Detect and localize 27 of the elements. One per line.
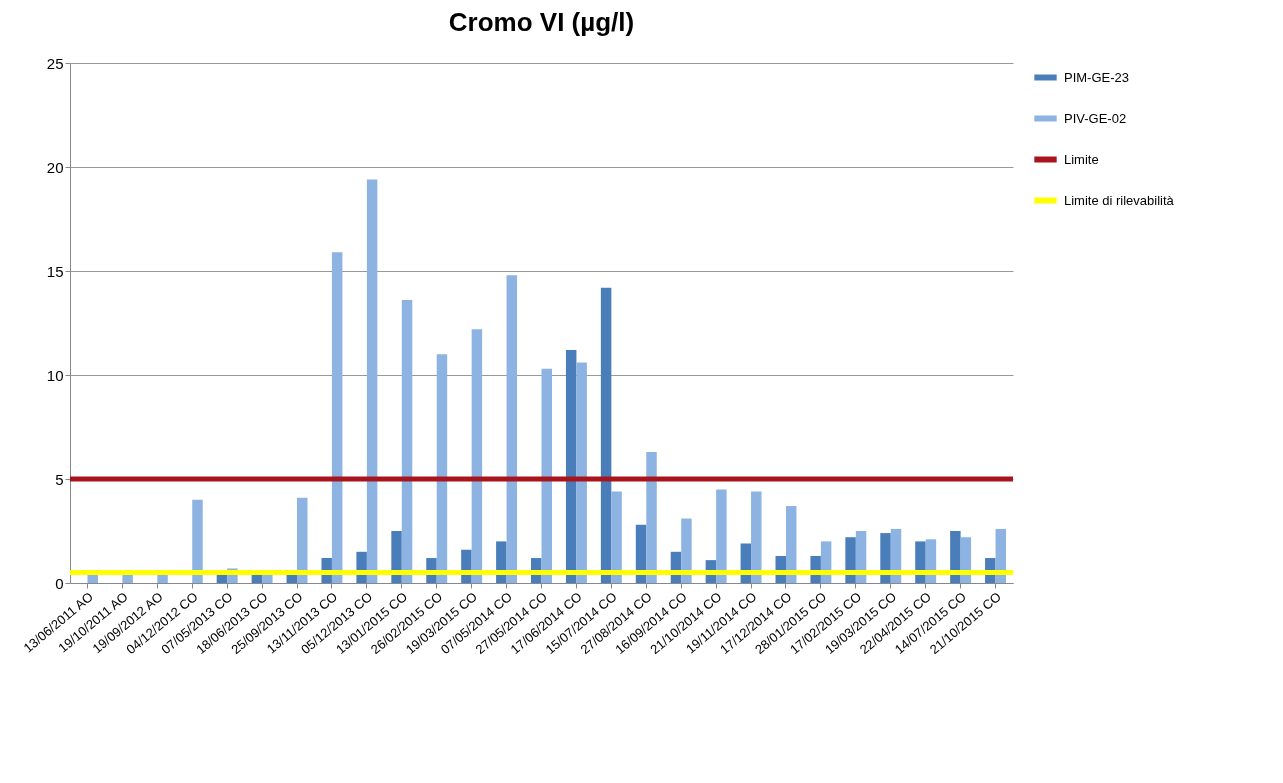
bar — [576, 362, 587, 583]
bar — [600, 287, 612, 583]
legend-label: PIV-GE-02 — [1064, 110, 1127, 126]
y-tick-label: 0 — [55, 574, 64, 592]
y-tick-label: 25 — [46, 54, 64, 72]
bar — [646, 451, 657, 583]
bar — [401, 300, 413, 583]
bar — [681, 518, 692, 583]
bar — [506, 275, 518, 583]
bar — [366, 179, 378, 583]
bar — [716, 489, 727, 583]
legend-label: Limite — [1064, 151, 1099, 167]
bar — [471, 329, 483, 583]
bar — [192, 499, 203, 583]
legend-label: Limite di rilevabilità — [1064, 192, 1175, 208]
y-tick-label: 10 — [46, 366, 64, 384]
y-tick-label: 15 — [46, 262, 64, 280]
chart-title: Cromo VI (µg/l) — [448, 7, 635, 37]
bar — [436, 354, 448, 583]
bar — [565, 350, 577, 583]
y-tick-label: 20 — [46, 158, 64, 176]
legend-label: PIM-GE-23 — [1064, 69, 1130, 85]
bar — [611, 491, 622, 583]
bar — [751, 491, 762, 583]
y-tick-label: 5 — [55, 470, 64, 488]
bar — [331, 252, 343, 583]
bar — [541, 368, 552, 583]
